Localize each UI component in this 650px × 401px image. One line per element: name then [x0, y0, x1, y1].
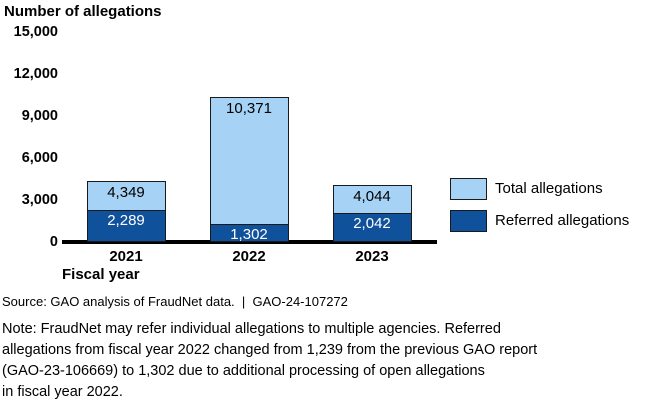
source-line: Source: GAO analysis of FraudNet data. |…: [2, 294, 348, 309]
bar-referred-2021: [86, 209, 166, 242]
y-tick-label: 15,000: [13, 24, 58, 40]
note-line: in fiscal year 2022.: [2, 384, 123, 400]
bar-referred-2022: [209, 223, 289, 242]
y-tick-label: 12,000: [13, 66, 58, 82]
x-axis-baseline: [62, 240, 437, 244]
bar-value-total-2021: 4,349: [107, 184, 145, 202]
y-tick-label: 6,000: [21, 150, 58, 166]
y-tick-label: 3,000: [21, 192, 58, 208]
y-tick-label: 0: [49, 234, 58, 250]
legend-swatch-referred: [450, 210, 487, 232]
legend-label-referred: Referred allegations: [495, 212, 630, 229]
bar-value-referred-2022: 1,302: [230, 225, 268, 243]
note-line: (GAO-23-106669) to 1,302 due to addition…: [2, 363, 485, 379]
note-line: Note: FraudNet may refer individual alle…: [2, 321, 501, 337]
x-tick-label-2021: 2021: [109, 248, 143, 265]
legend-label-total: Total allegations: [495, 180, 603, 197]
note-line: allegations from fiscal year 2022 change…: [2, 342, 538, 358]
chart-title: Number of allegations: [4, 3, 162, 20]
x-tick-label-2022: 2022: [232, 248, 266, 265]
bar-value-referred-2021: 2,289: [107, 211, 145, 229]
bar-value-total-2023: 4,044: [353, 188, 391, 206]
bar-value-total-2022: 10,371: [226, 99, 272, 117]
note-block: Note: FraudNet may refer individual alle…: [2, 319, 537, 401]
x-tick-label-2023: 2023: [355, 248, 389, 265]
bar-total-2022: [209, 96, 289, 242]
x-axis-title: Fiscal year: [62, 266, 140, 283]
legend-swatch-total: [450, 178, 487, 200]
bar-value-referred-2023: 2,042: [353, 215, 391, 233]
y-tick-label: 9,000: [21, 108, 58, 124]
bar-referred-2023: [332, 213, 412, 242]
